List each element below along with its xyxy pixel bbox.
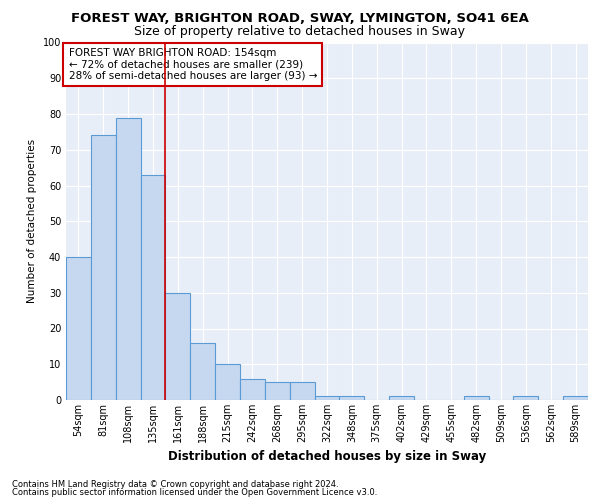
Bar (215, 364, 240, 400)
Bar (314, 396, 340, 400)
Bar (116, 118, 140, 400)
Bar (66, 257, 91, 400)
Bar (514, 396, 538, 400)
Text: Contains public sector information licensed under the Open Government Licence v3: Contains public sector information licen… (12, 488, 377, 497)
Bar (240, 378, 265, 400)
Bar (190, 343, 215, 400)
Text: FOREST WAY, BRIGHTON ROAD, SWAY, LYMINGTON, SO41 6EA: FOREST WAY, BRIGHTON ROAD, SWAY, LYMINGT… (71, 12, 529, 26)
Bar (290, 382, 314, 400)
Text: FOREST WAY BRIGHTON ROAD: 154sqm
← 72% of detached houses are smaller (239)
28% : FOREST WAY BRIGHTON ROAD: 154sqm ← 72% o… (68, 48, 317, 81)
Bar (166, 293, 190, 400)
Bar (389, 396, 414, 400)
Y-axis label: Number of detached properties: Number of detached properties (27, 139, 37, 304)
X-axis label: Distribution of detached houses by size in Sway: Distribution of detached houses by size … (168, 450, 486, 464)
Bar (464, 396, 488, 400)
Bar (563, 396, 588, 400)
Bar (340, 396, 364, 400)
Bar (140, 175, 166, 400)
Text: Size of property relative to detached houses in Sway: Size of property relative to detached ho… (134, 25, 466, 38)
Bar (91, 136, 116, 400)
Bar (265, 382, 290, 400)
Text: Contains HM Land Registry data © Crown copyright and database right 2024.: Contains HM Land Registry data © Crown c… (12, 480, 338, 489)
